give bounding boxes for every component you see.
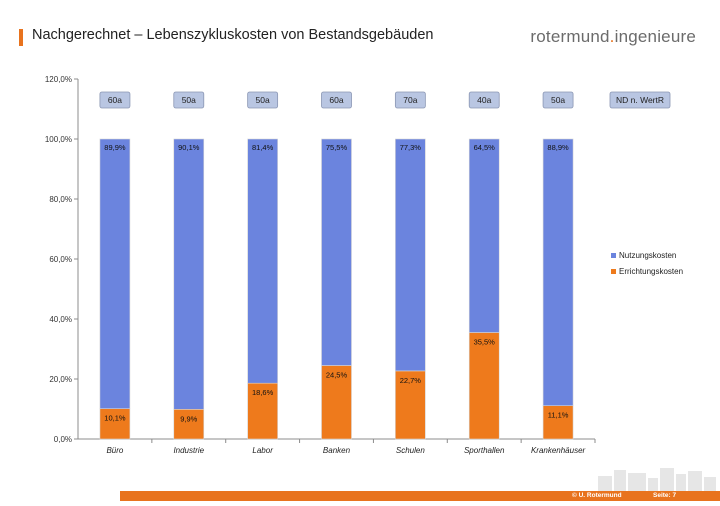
data-label-nutzungskosten: 90,1% (178, 143, 200, 152)
lifespan-header: ND n. WertR (616, 95, 664, 105)
data-label-nutzungskosten: 64,5% (474, 143, 496, 152)
y-tick-label: 20,0% (49, 375, 72, 384)
bar-nutzungskosten (468, 138, 500, 333)
lifespan-label: 50a (182, 95, 196, 105)
data-label-nutzungskosten: 75,5% (326, 143, 348, 152)
y-tick-label: 100,0% (45, 135, 72, 144)
lifespan-label: 70a (403, 95, 417, 105)
footer-copyright: © U. Rotermund (572, 492, 622, 499)
lifespan-label: 50a (551, 95, 565, 105)
bar-nutzungskosten (395, 138, 426, 372)
x-category-label: Industrie (173, 446, 204, 455)
x-category-label: Labor (252, 446, 273, 455)
x-category-label: Krankenhäuser (531, 446, 586, 455)
data-label-nutzungskosten: 89,9% (104, 143, 126, 152)
x-category-label: Sporthallen (464, 446, 505, 455)
footer-bar: © U. Rotermund Seite: 7 (120, 491, 720, 501)
brand-dot: . (609, 27, 615, 46)
bar-nutzungskosten (173, 138, 205, 410)
data-label-errichtungskosten: 35,5% (474, 338, 496, 347)
bar-errichtungskosten (173, 408, 205, 440)
footer-page: Seite: 7 (653, 492, 677, 499)
data-label-nutzungskosten: 77,3% (400, 143, 422, 152)
x-category-label: Schulen (396, 446, 425, 455)
brand-rest: ingenieure (614, 27, 696, 46)
brand-main: rotermund (530, 27, 610, 46)
lifespan-label: 60a (108, 95, 122, 105)
lifespan-header-box (609, 91, 671, 109)
y-tick-label: 0,0% (54, 435, 72, 444)
lifespan-label-box (321, 91, 352, 109)
bar-errichtungskosten (321, 365, 352, 440)
x-category-label: Büro (106, 446, 123, 455)
lifespan-label-box (542, 91, 574, 109)
lifespan-label: 50a (256, 95, 270, 105)
lifespan-label-box (394, 91, 426, 109)
x-category-label: Banken (323, 446, 351, 455)
bar-errichtungskosten (247, 382, 278, 440)
data-label-errichtungskosten: 11,1% (548, 411, 569, 420)
brand-logo: rotermund.ingenieure (530, 27, 696, 47)
legend-label: Nutzungskosten (619, 251, 676, 260)
lifespan-label-box (468, 91, 500, 109)
y-tick-label: 120,0% (45, 75, 72, 84)
bar-errichtungskosten (395, 370, 426, 440)
bar-nutzungskosten (247, 138, 278, 384)
legend-swatch (611, 269, 616, 274)
lifespan-label-box (99, 91, 131, 109)
data-label-nutzungskosten: 81,4% (252, 143, 274, 152)
data-label-nutzungskosten: 88,9% (547, 143, 569, 152)
data-label-errichtungskosten: 9,9% (180, 414, 197, 423)
data-label-errichtungskosten: 24,5% (326, 371, 348, 380)
data-label-errichtungskosten: 22,7% (400, 376, 422, 385)
bar-errichtungskosten (542, 405, 574, 440)
legend-label: Errichtungskosten (619, 267, 683, 276)
bar-nutzungskosten (321, 138, 352, 366)
lifespan-label-box (173, 91, 205, 109)
y-tick-label: 40,0% (49, 315, 72, 324)
y-tick-label: 80,0% (49, 195, 72, 204)
data-label-errichtungskosten: 18,6% (252, 388, 274, 397)
legend-swatch (611, 253, 616, 258)
title-accent-bar (19, 29, 23, 46)
bar-nutzungskosten (99, 138, 131, 410)
y-tick-label: 60,0% (49, 255, 72, 264)
lifespan-label: 40a (477, 95, 491, 105)
bar-nutzungskosten (542, 138, 574, 407)
data-label-errichtungskosten: 10,1% (104, 414, 126, 423)
lifespan-label-box (247, 91, 279, 109)
slide-title: Nachgerechnet – Lebenszykluskosten von B… (32, 27, 434, 43)
lifespan-label: 60a (329, 95, 343, 105)
